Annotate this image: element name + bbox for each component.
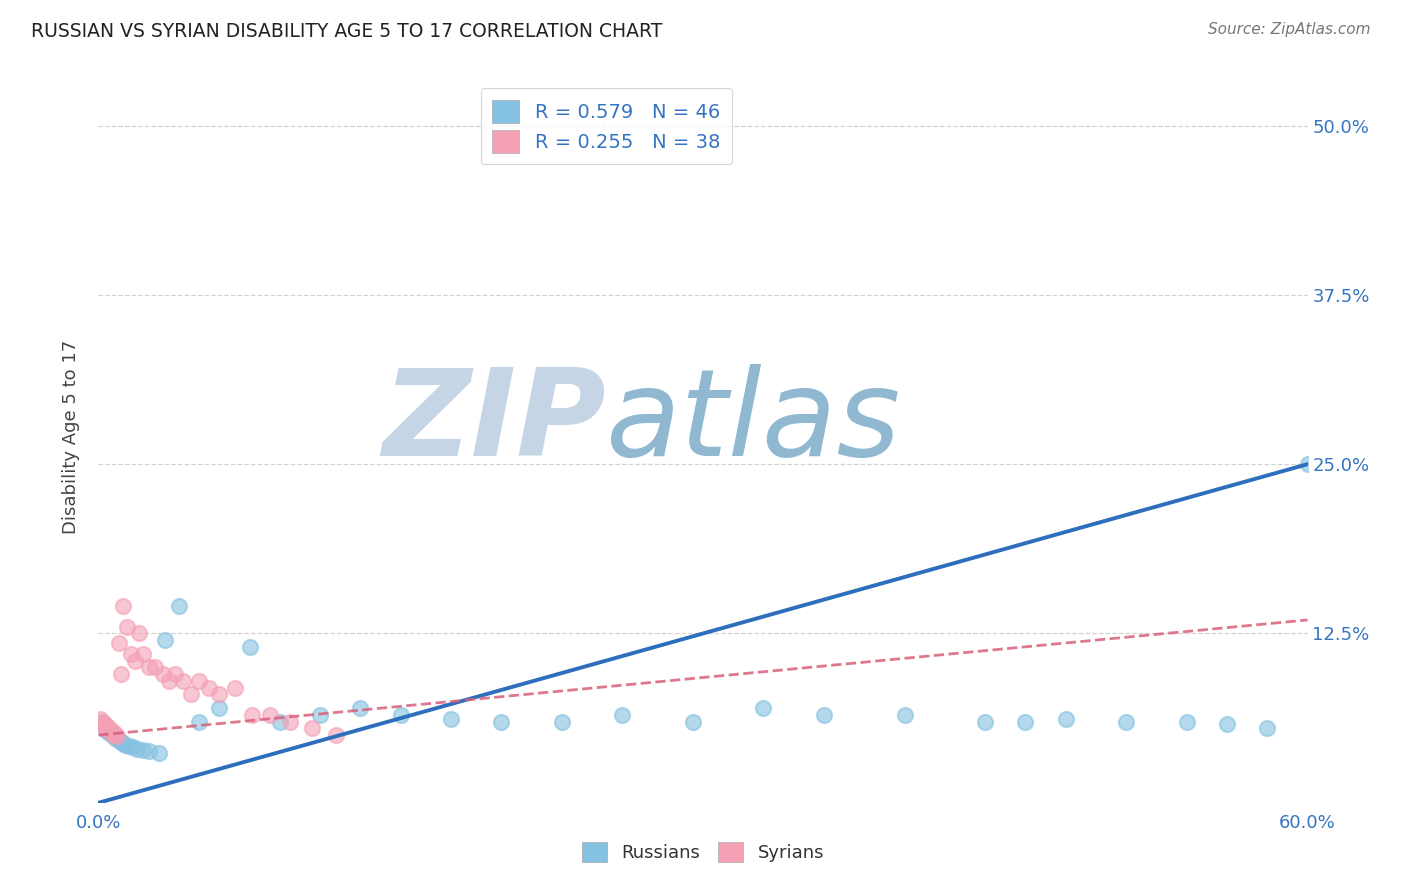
Point — [208, 688, 231, 702]
Point — [97, 723, 120, 737]
Point — [100, 723, 122, 737]
Text: Source: ZipAtlas.com: Source: ZipAtlas.com — [1208, 22, 1371, 37]
Point — [111, 599, 134, 614]
Point — [1014, 714, 1036, 729]
Point — [389, 707, 412, 722]
Point — [132, 743, 155, 757]
Point — [269, 714, 291, 729]
Point — [1115, 714, 1137, 729]
Point — [440, 712, 463, 726]
Point — [96, 723, 118, 737]
Point — [97, 725, 120, 739]
Legend: R = 0.579   N = 46, R = 0.255   N = 38: R = 0.579 N = 46, R = 0.255 N = 38 — [481, 88, 733, 164]
Point — [101, 728, 124, 742]
Point — [114, 738, 136, 752]
Point — [100, 727, 122, 741]
Point — [148, 746, 170, 760]
Point — [97, 720, 120, 734]
Point — [118, 739, 141, 753]
Point — [752, 701, 775, 715]
Point — [301, 721, 323, 735]
Point — [89, 712, 111, 726]
Point — [309, 707, 332, 722]
Point — [1256, 721, 1278, 735]
Point — [96, 721, 118, 735]
Point — [125, 741, 148, 756]
Point — [491, 714, 513, 729]
Text: atlas: atlas — [606, 364, 901, 481]
Point — [259, 707, 281, 722]
Point — [96, 721, 118, 735]
Point — [172, 673, 194, 688]
Point — [138, 744, 160, 758]
Point — [1054, 712, 1077, 726]
Point — [180, 688, 202, 702]
Point — [97, 724, 120, 739]
Point — [121, 740, 143, 755]
Point — [128, 626, 150, 640]
Point — [120, 647, 142, 661]
Point — [349, 701, 371, 715]
Point — [93, 715, 115, 730]
Point — [124, 654, 146, 668]
Point — [110, 667, 132, 681]
Point — [101, 728, 124, 742]
Point — [110, 735, 132, 749]
Point — [138, 660, 160, 674]
Point — [105, 730, 128, 744]
Point — [93, 720, 115, 734]
Point — [188, 714, 211, 729]
Point — [91, 717, 114, 731]
Y-axis label: Disability Age 5 to 17: Disability Age 5 to 17 — [62, 340, 80, 534]
Text: RUSSIAN VS SYRIAN DISABILITY AGE 5 TO 17 CORRELATION CHART: RUSSIAN VS SYRIAN DISABILITY AGE 5 TO 17… — [31, 22, 662, 41]
Point — [278, 714, 301, 729]
Point — [1216, 717, 1239, 731]
Point — [111, 736, 134, 750]
Point — [91, 714, 114, 729]
Point — [143, 660, 166, 674]
Point — [101, 725, 124, 739]
Point — [103, 731, 125, 745]
Point — [1296, 457, 1319, 471]
Point — [224, 681, 246, 695]
Point — [157, 673, 180, 688]
Point — [1175, 714, 1198, 729]
Point — [612, 707, 634, 722]
Point — [163, 667, 186, 681]
Point — [153, 633, 176, 648]
Point — [93, 718, 115, 732]
Point — [974, 714, 997, 729]
Point — [208, 701, 231, 715]
Legend: Russians, Syrians: Russians, Syrians — [574, 834, 832, 870]
Point — [103, 727, 125, 741]
Point — [239, 640, 262, 654]
Point — [107, 636, 129, 650]
Point — [96, 718, 118, 732]
Point — [893, 707, 915, 722]
Point — [93, 717, 115, 731]
Point — [325, 728, 347, 742]
Point — [682, 714, 704, 729]
Point — [188, 673, 211, 688]
Point — [107, 733, 129, 747]
Point — [813, 707, 835, 722]
Text: ZIP: ZIP — [382, 364, 606, 481]
Point — [132, 647, 155, 661]
Point — [167, 599, 190, 614]
Point — [240, 707, 263, 722]
Point — [551, 714, 574, 729]
Point — [105, 732, 128, 747]
Point — [152, 667, 174, 681]
Point — [115, 620, 138, 634]
Point — [91, 714, 114, 729]
Point — [198, 681, 221, 695]
